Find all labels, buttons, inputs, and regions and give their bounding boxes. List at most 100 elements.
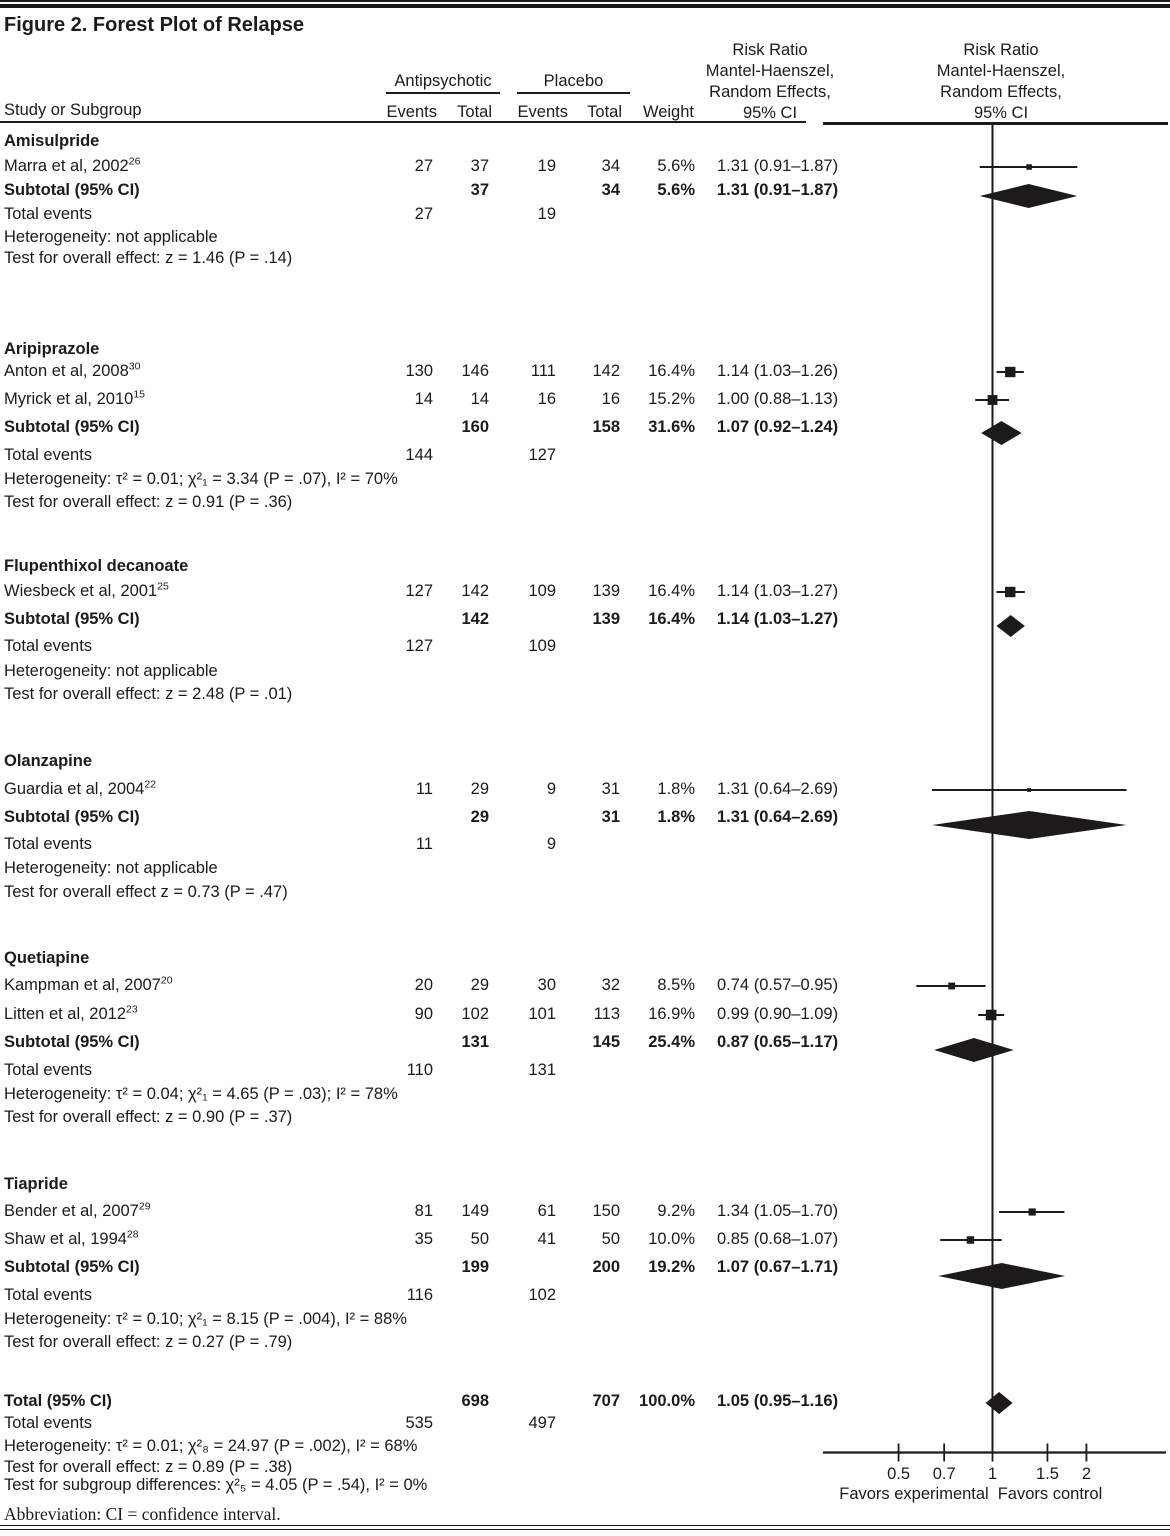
- subtotal-weight-cell: 25.4%: [648, 1033, 695, 1051]
- total-events-antipsychotic: 144: [405, 446, 433, 464]
- study-label: Anton et al, 200830: [4, 360, 141, 380]
- overall-diamond: [985, 1392, 1013, 1414]
- study-reference-superscript: 29: [138, 1200, 151, 1213]
- total-events-antipsychotic: 11: [415, 835, 433, 853]
- subtotal-weight-cell: 5.6%: [657, 181, 695, 199]
- subtotal-label: Subtotal (95% CI): [4, 808, 140, 826]
- abbreviation-note: Abbreviation: CI = confidence interval.: [4, 1504, 281, 1524]
- subtotal-total-antipsychotic: 199: [461, 1258, 489, 1276]
- subtotal-label: Subtotal (95% CI): [4, 181, 140, 199]
- study-reference-superscript: 22: [144, 778, 157, 791]
- heterogeneity-note: Heterogeneity: τ² = 0.04; χ²₁ = 4.65 (P …: [4, 1085, 398, 1103]
- subtotal-weight-cell: 19.2%: [648, 1258, 695, 1276]
- subtotal-total-antipsychotic: 142: [461, 610, 489, 628]
- overall-total-events-antipsychotic: 535: [405, 1414, 433, 1432]
- placebo-underline: [517, 92, 630, 94]
- events-cell-placebo: 16: [537, 390, 556, 408]
- group-header-placebo: Placebo: [543, 72, 604, 90]
- subtotal-total-placebo: 145: [592, 1033, 620, 1051]
- tick-label: 1.5: [1035, 1465, 1059, 1483]
- column-header-total-antipsychotic: Total: [457, 103, 492, 121]
- total-events-placebo: 131: [528, 1061, 556, 1079]
- subtotal-weight-cell: 31.6%: [648, 418, 695, 436]
- weight-cell: 1.8%: [657, 780, 695, 798]
- events-cell-antipsychotic: 81: [414, 1202, 433, 1220]
- heterogeneity-note: Heterogeneity: not applicable: [4, 228, 218, 246]
- total-events-placebo: 9: [546, 835, 556, 853]
- weight-cell: 16.4%: [648, 362, 695, 380]
- total-cell-antipsychotic: 146: [461, 362, 489, 380]
- test-note: Test for overall effect z = 0.73 (P = .4…: [4, 883, 288, 901]
- events-cell-antipsychotic: 20: [414, 976, 433, 994]
- rr-header-line1: Risk Ratio: [732, 41, 808, 59]
- total-events-label: Total events: [4, 205, 93, 223]
- bottom-rule-1: [0, 1525, 1170, 1527]
- study-label: Kampman et al, 200720: [4, 974, 173, 994]
- favors-experimental-label: Favors experimental: [839, 1485, 989, 1503]
- subgroup-header: Tiapride: [4, 1175, 68, 1193]
- subtotal-rr-ci-cell: 1.07 (0.92–1.24): [717, 418, 839, 436]
- total-cell-antipsychotic: 149: [461, 1202, 489, 1220]
- heterogeneity-note: Heterogeneity: τ² = 0.01; χ²₁ = 3.34 (P …: [4, 470, 398, 488]
- events-cell-antipsychotic: 35: [414, 1230, 433, 1248]
- events-cell-placebo: 111: [530, 362, 556, 380]
- study-reference-superscript: 20: [160, 974, 173, 987]
- overall-total-events-label: Total events: [4, 1414, 93, 1432]
- total-cell-placebo: 142: [592, 362, 620, 380]
- rr-column-header: Risk Ratio Mantel-Haenszel, Random Effec…: [658, 40, 882, 124]
- effect-square: [1028, 1208, 1036, 1216]
- group-header-antipsychotic: Antipsychotic: [394, 72, 492, 90]
- study-reference-superscript: 15: [133, 388, 145, 401]
- weight-cell: 16.4%: [648, 582, 695, 600]
- plot-header-line3: Random Effects,: [940, 83, 1062, 101]
- total-cell-placebo: 139: [592, 582, 620, 600]
- rr-header-line4: 95% CI: [742, 104, 798, 122]
- overall-total-antipsychotic: 698: [461, 1392, 489, 1410]
- events-cell-antipsychotic: 27: [414, 157, 433, 175]
- weight-cell: 8.5%: [657, 976, 695, 994]
- effect-square: [1005, 366, 1016, 378]
- subtotal-total-placebo: 31: [601, 808, 620, 826]
- subgroup-header: Flupenthixol decanoate: [4, 557, 189, 575]
- study-reference-superscript: 23: [126, 1003, 138, 1016]
- total-events-label: Total events: [4, 1286, 93, 1304]
- total-events-placebo: 102: [528, 1286, 556, 1304]
- test-note: Test for overall effect: z = 0.91 (P = .…: [4, 493, 293, 511]
- subtotal-rr-ci-cell: 1.14 (1.03–1.27): [717, 610, 839, 628]
- overall-total-placebo: 707: [592, 1392, 620, 1410]
- events-cell-antipsychotic: 130: [405, 362, 433, 380]
- plot-column-header: Risk Ratio Mantel-Haenszel, Random Effec…: [889, 40, 1113, 124]
- total-cell-placebo: 32: [601, 976, 620, 994]
- total-events-antipsychotic: 127: [405, 637, 433, 655]
- subtotal-rr-ci-cell: 1.31 (0.64–2.69): [717, 808, 839, 826]
- total-cell-antipsychotic: 50: [470, 1230, 489, 1248]
- weight-cell: 10.0%: [648, 1230, 695, 1248]
- tick-label: 0.5: [887, 1465, 911, 1483]
- events-cell-antipsychotic: 127: [405, 582, 433, 600]
- effect-square: [1026, 164, 1032, 170]
- study-reference-superscript: 28: [126, 1228, 139, 1241]
- subgroup-header: Aripiprazole: [4, 340, 100, 358]
- total-cell-placebo: 16: [601, 390, 620, 408]
- events-cell-placebo: 101: [528, 1005, 556, 1023]
- subtotal-weight-cell: 1.8%: [657, 808, 695, 826]
- top-rule-thick: [0, 3, 1170, 9]
- favors-control-label: Favors control: [997, 1485, 1103, 1503]
- events-cell-antipsychotic: 14: [414, 390, 433, 408]
- top-rule-thin: [0, 0, 1170, 2]
- rr-ci-cell: 1.14 (1.03–1.27): [717, 582, 839, 600]
- study-label: Litten et al, 201223: [4, 1003, 138, 1023]
- effect-square: [987, 395, 998, 405]
- total-cell-antipsychotic: 29: [470, 780, 489, 798]
- events-cell-placebo: 61: [537, 1202, 556, 1220]
- rr-ci-cell: 0.99 (0.90–1.09): [717, 1005, 839, 1023]
- study-label: Shaw et al, 199428: [4, 1228, 139, 1248]
- events-cell-antipsychotic: 90: [414, 1005, 433, 1023]
- subtotal-total-antipsychotic: 29: [470, 808, 489, 826]
- rr-ci-cell: 1.00 (0.88–1.13): [717, 390, 839, 408]
- figure-title: Figure 2. Forest Plot of Relapse: [4, 14, 305, 36]
- subtotal-diamond: [938, 1263, 1066, 1289]
- study-label: Myrick et al, 201015: [4, 388, 145, 408]
- overall-total-label: Total (95% CI): [4, 1392, 112, 1410]
- subtotal-diamond: [934, 1038, 1014, 1062]
